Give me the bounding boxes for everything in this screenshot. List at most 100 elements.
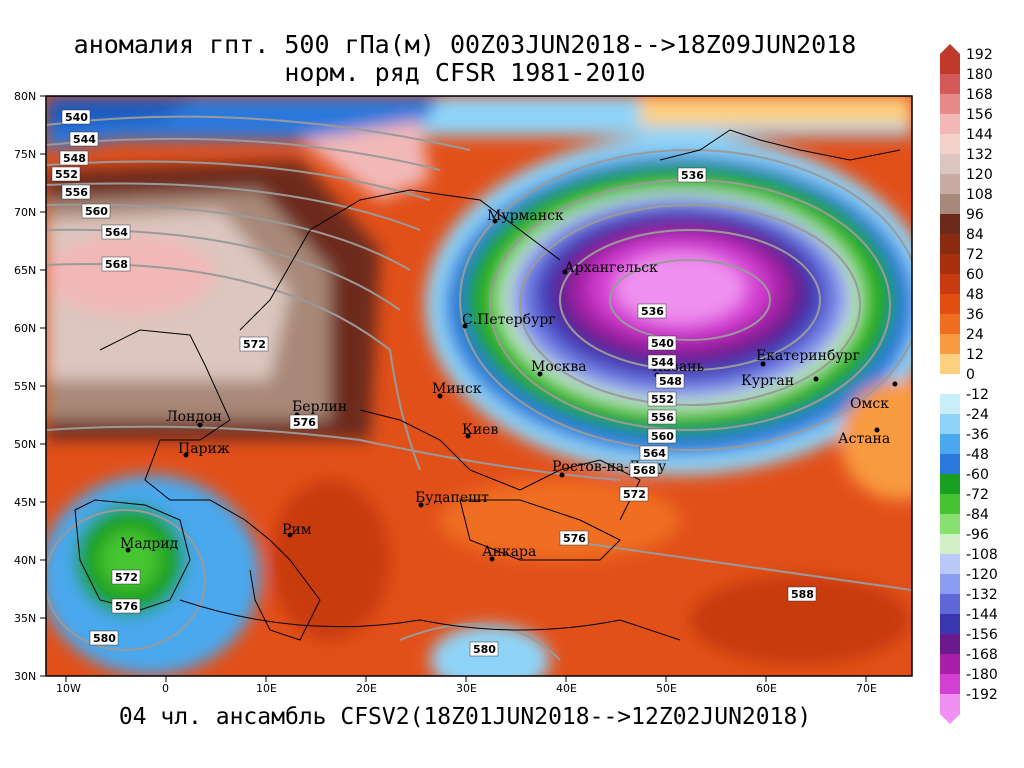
- colorbar-label: -180: [966, 667, 998, 683]
- lat-label: 45N: [14, 496, 36, 509]
- colorbar-swatch: [940, 354, 960, 375]
- city-label: С.Петербург: [462, 312, 556, 328]
- colorbar-label: -24: [966, 407, 989, 423]
- contour-label: 576: [563, 532, 586, 545]
- colorbar-swatch: [940, 134, 960, 155]
- colorbar-swatch: [940, 54, 960, 75]
- lon-label: 50E: [656, 682, 677, 695]
- city-label: Мурманск: [487, 208, 564, 224]
- lat-label: 75N: [14, 148, 36, 161]
- colorbar-label: 108: [966, 187, 993, 203]
- lat-label: 65N: [14, 264, 36, 277]
- colorbar-swatch: [940, 174, 960, 195]
- colorbar-label: 72: [966, 247, 984, 263]
- lon-label: 20E: [356, 682, 377, 695]
- contour-label: 560: [651, 430, 674, 443]
- contour-label: 568: [105, 258, 128, 271]
- contour-label: 540: [65, 111, 88, 124]
- city-label: Лондон: [166, 409, 222, 425]
- lat-label: 55N: [14, 380, 36, 393]
- colorbar-label: 36: [966, 307, 984, 323]
- lon-label: 30E: [456, 682, 477, 695]
- city-label: Будапешт: [415, 490, 489, 506]
- contour-label: 548: [659, 375, 682, 388]
- contour-label: 580: [473, 643, 496, 656]
- colorbar-label: -120: [966, 567, 998, 583]
- colorbar-label: -48: [966, 447, 989, 463]
- colorbar-top-arrow: [940, 44, 960, 54]
- city-label: Анкара: [482, 544, 536, 560]
- colorbar-swatch: [940, 594, 960, 615]
- city-label: Минск: [432, 381, 482, 397]
- colorbar-swatch: [940, 494, 960, 515]
- colorbar-label: 132: [966, 147, 993, 163]
- contour-label: 564: [105, 226, 128, 239]
- lat-label: 35N: [14, 612, 36, 625]
- city-label: Москва: [531, 359, 587, 375]
- colorbar-label: -96: [966, 527, 989, 543]
- colorbar-label: 180: [966, 67, 993, 83]
- colorbar-swatch: [940, 154, 960, 175]
- colorbar-swatch: [940, 554, 960, 575]
- map-title-line2: норм. ряд CFSR 1981-2010: [284, 58, 646, 87]
- lat-label: 30N: [14, 670, 36, 683]
- contour-label: 536: [681, 169, 704, 182]
- city-label: Омск: [850, 396, 889, 412]
- contour-label: 548: [63, 152, 86, 165]
- coastlines: [74, 129, 901, 641]
- lat-label: 40N: [14, 554, 36, 567]
- city-label: Курган: [741, 373, 794, 389]
- contour-label: 544: [651, 356, 674, 369]
- colorbar-label: -156: [966, 627, 998, 643]
- contour-label: 572: [623, 488, 646, 501]
- lon-axis: 10W 0 10E 20E 30E 40E 50E 60E 70E: [56, 676, 877, 695]
- contour-label: 576: [293, 416, 316, 429]
- colorbar-label: -168: [966, 647, 998, 663]
- colorbar-swatch: [940, 114, 960, 135]
- contour-label: 576: [115, 600, 138, 613]
- colorbar-swatch: [940, 514, 960, 535]
- ensemble-footer: 04 чл. ансамбль CFSV2(18Z01JUN2018-->12Z…: [118, 704, 812, 730]
- lon-label: 10W: [56, 682, 81, 695]
- colorbar-swatch: [940, 394, 960, 415]
- colorbar-swatch: [940, 414, 960, 435]
- lat-label: 80N: [14, 90, 36, 103]
- contour-label: 572: [243, 338, 266, 351]
- lon-label: 60E: [756, 682, 777, 695]
- city-label: Берлин: [292, 399, 347, 415]
- colorbar-swatch: [940, 474, 960, 495]
- city-label: Париж: [178, 441, 230, 457]
- city-labels: Мурманск Архангельск С.Петербург Москва …: [120, 208, 898, 562]
- colorbar-swatch: [940, 434, 960, 455]
- colorbar-swatch: [940, 214, 960, 235]
- colorbar-swatch: [940, 194, 960, 215]
- colorbar-label: 84: [966, 227, 984, 243]
- colorbar-swatch: [940, 374, 960, 395]
- colorbar: 1921801681561441321201089684726048362412…: [940, 44, 998, 724]
- colorbar-swatch: [940, 614, 960, 635]
- lon-label: 10E: [256, 682, 277, 695]
- contour-label: 556: [651, 411, 674, 424]
- colorbar-label: 144: [966, 127, 993, 143]
- colorbar-swatch: [940, 534, 960, 555]
- colorbar-label: -12: [966, 387, 989, 403]
- city-label: Архангельск: [564, 260, 658, 276]
- contour-label: 568: [633, 464, 656, 477]
- colorbar-label: 60: [966, 267, 984, 283]
- city-label: Мадрид: [120, 536, 179, 552]
- city-label: Екатеринбург: [756, 348, 860, 364]
- colorbar-label: 120: [966, 167, 993, 183]
- colorbar-label: -144: [966, 607, 998, 623]
- contour-label: 580: [93, 632, 116, 645]
- colorbar-label: 168: [966, 87, 993, 103]
- colorbar-swatch: [940, 674, 960, 695]
- colorbar-swatch: [940, 694, 960, 715]
- contour-label: 544: [73, 133, 96, 146]
- colorbar-label: -72: [966, 487, 989, 503]
- lon-label: 70E: [856, 682, 877, 695]
- colorbar-label: 24: [966, 327, 984, 343]
- lat-label: 60N: [14, 322, 36, 335]
- colorbar-swatch: [940, 654, 960, 675]
- contour-label: 552: [55, 168, 78, 181]
- city-label: Киев: [462, 422, 498, 438]
